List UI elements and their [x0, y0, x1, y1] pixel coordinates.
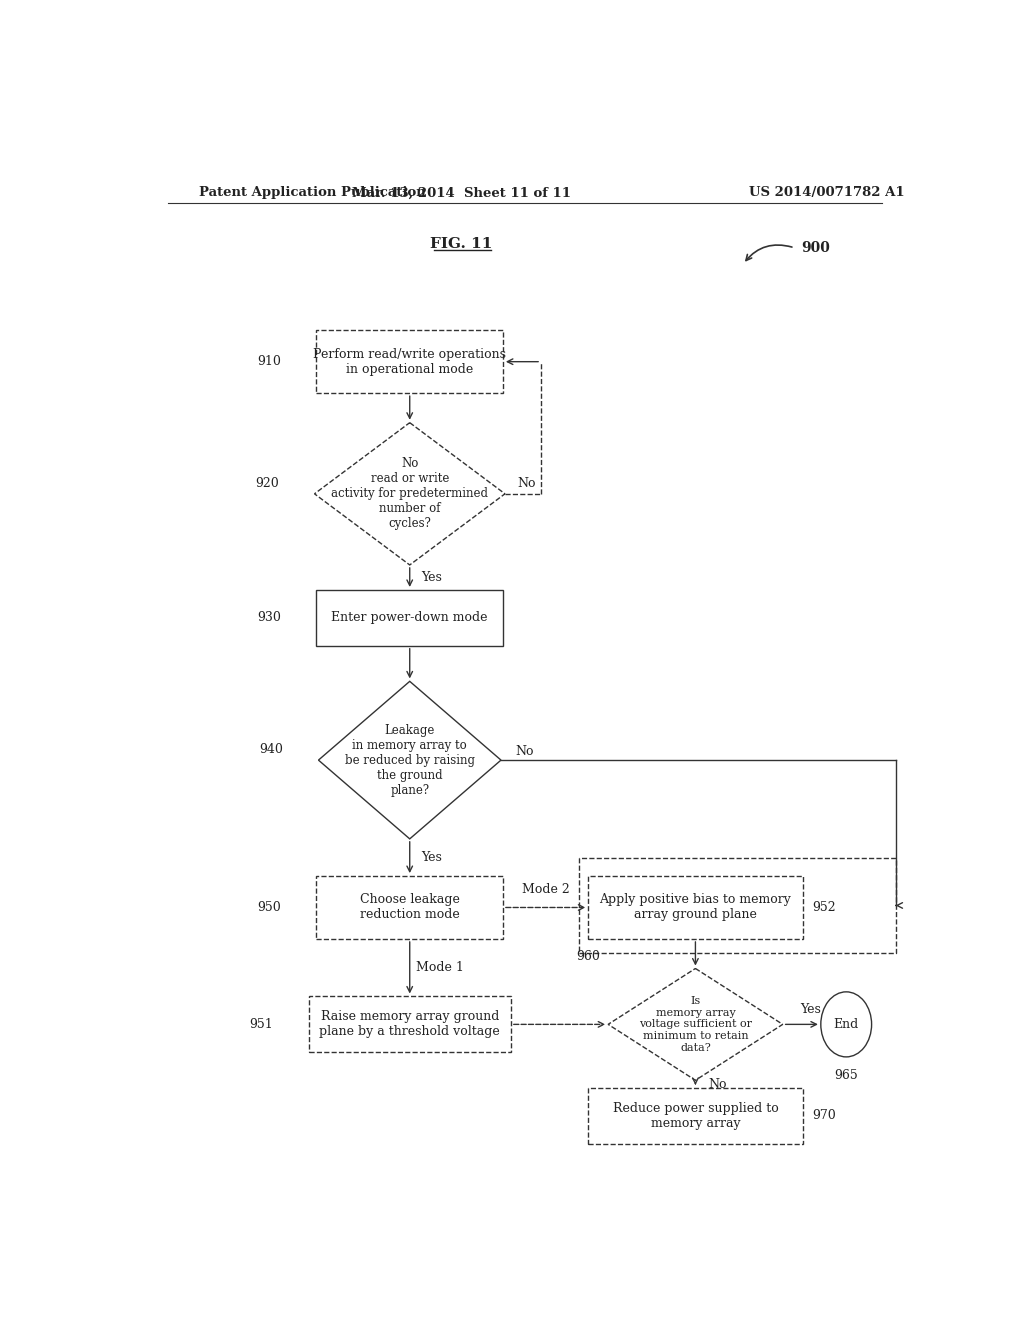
Text: 920: 920 — [255, 477, 279, 490]
Text: Is
memory array
voltage sufficient or
minimum to retain
data?: Is memory array voltage sufficient or mi… — [639, 997, 752, 1052]
Text: No: No — [515, 746, 534, 759]
Text: Raise memory array ground
plane by a threshold voltage: Raise memory array ground plane by a thr… — [319, 1010, 500, 1039]
Text: Leakage
in memory array to
be reduced by raising
the ground
plane?: Leakage in memory array to be reduced by… — [345, 723, 475, 796]
Text: No: No — [517, 477, 536, 490]
Text: Yes: Yes — [422, 572, 442, 583]
FancyBboxPatch shape — [308, 997, 511, 1052]
Text: 970: 970 — [812, 1109, 836, 1122]
Text: 960: 960 — [577, 950, 600, 962]
Text: Patent Application Publication: Patent Application Publication — [200, 186, 426, 199]
Polygon shape — [318, 681, 501, 840]
FancyBboxPatch shape — [588, 876, 803, 939]
Text: FIG. 11: FIG. 11 — [430, 236, 493, 251]
Text: No
read or write
activity for predetermined
number of
cycles?: No read or write activity for predetermi… — [331, 457, 488, 531]
FancyBboxPatch shape — [316, 590, 503, 645]
Polygon shape — [608, 969, 782, 1080]
Text: Mar. 13, 2014  Sheet 11 of 11: Mar. 13, 2014 Sheet 11 of 11 — [352, 186, 570, 199]
Text: Choose leakage
reduction mode: Choose leakage reduction mode — [359, 894, 460, 921]
Text: End: End — [834, 1018, 859, 1031]
Text: Perform read/write operations
in operational mode: Perform read/write operations in operati… — [313, 347, 506, 376]
Text: Mode 1: Mode 1 — [416, 961, 464, 974]
Text: Apply positive bias to memory
array ground plane: Apply positive bias to memory array grou… — [599, 894, 792, 921]
Text: Yes: Yes — [800, 1003, 821, 1015]
Bar — [579, 858, 896, 953]
Text: Yes: Yes — [422, 851, 442, 863]
FancyBboxPatch shape — [316, 876, 503, 939]
Text: 952: 952 — [812, 902, 836, 913]
Text: Mode 2: Mode 2 — [522, 883, 569, 896]
FancyBboxPatch shape — [316, 330, 503, 393]
Text: 940: 940 — [259, 743, 283, 756]
FancyBboxPatch shape — [588, 1088, 803, 1144]
Text: 900: 900 — [801, 240, 829, 255]
Text: 950: 950 — [257, 902, 281, 913]
Text: 910: 910 — [257, 355, 281, 368]
Text: Reduce power supplied to
memory array: Reduce power supplied to memory array — [612, 1102, 778, 1130]
Text: US 2014/0071782 A1: US 2014/0071782 A1 — [749, 186, 904, 199]
Text: 930: 930 — [257, 611, 281, 624]
Text: 965: 965 — [835, 1069, 858, 1081]
Circle shape — [821, 991, 871, 1057]
Polygon shape — [314, 422, 505, 565]
Text: Enter power-down mode: Enter power-down mode — [332, 611, 488, 624]
Text: No: No — [709, 1077, 727, 1090]
Text: 951: 951 — [249, 1018, 272, 1031]
